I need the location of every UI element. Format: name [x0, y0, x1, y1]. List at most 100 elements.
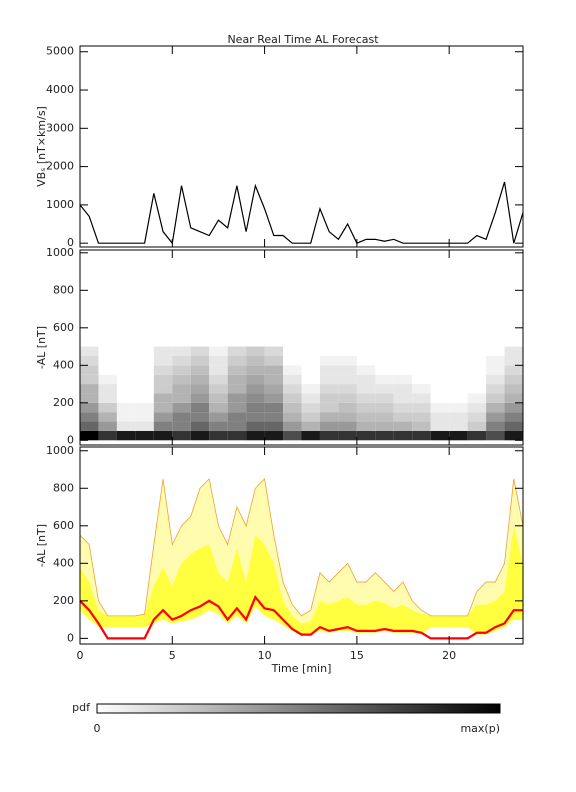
heat-cell	[209, 355, 228, 366]
heat-cell	[80, 393, 99, 403]
heat-cell	[375, 355, 394, 366]
heat-cell	[338, 402, 357, 413]
heat-cell	[246, 402, 265, 413]
heat-cell	[467, 365, 487, 375]
heat-cell	[319, 365, 339, 375]
heat-cell	[356, 374, 376, 385]
heat-cell	[486, 393, 505, 403]
heat-cell	[98, 412, 117, 422]
y-tick-label: 600	[53, 519, 74, 532]
heat-cell	[356, 355, 376, 366]
heat-cell	[283, 430, 302, 441]
y-tick-label: 3000	[46, 121, 74, 134]
heat-cell	[283, 421, 302, 431]
y-axis-label: -AL [nT]	[35, 326, 48, 369]
heat-cell	[153, 384, 173, 394]
heat-cell	[412, 430, 431, 441]
heat-cell	[356, 346, 376, 356]
heat-cell	[172, 374, 191, 385]
heat-cell	[338, 374, 357, 385]
heat-cell	[301, 374, 320, 385]
heat-cell	[430, 355, 450, 366]
heat-cell	[449, 393, 468, 403]
heat-cell	[430, 374, 450, 385]
heat-cell	[227, 365, 247, 375]
heat-cell	[486, 355, 505, 366]
heat-cell	[301, 421, 320, 431]
heat-cell	[467, 430, 487, 441]
y-tick-label: 400	[53, 358, 74, 371]
heat-cell	[412, 393, 431, 403]
heat-cell	[430, 430, 450, 441]
heat-cell	[504, 355, 523, 366]
heat-cell	[153, 365, 173, 375]
x-tick-label: 0	[77, 649, 84, 662]
y-tick-label: 400	[53, 556, 74, 569]
chart-title: Near Real Time AL Forecast	[227, 33, 379, 46]
x-tick-label: 15	[350, 649, 364, 662]
heat-cell	[301, 393, 320, 403]
heat-cell	[504, 365, 523, 375]
heat-cell	[172, 430, 191, 441]
heat-cell	[98, 393, 117, 403]
heat-cell	[393, 355, 413, 366]
heat-cell	[375, 412, 394, 422]
heat-cell	[172, 421, 191, 431]
heat-cell	[209, 365, 228, 375]
colorbar-label: pdf	[72, 701, 91, 714]
heat-cell	[116, 346, 136, 356]
heat-cell	[135, 402, 154, 413]
heat-cell	[283, 355, 302, 366]
x-tick-label: 20	[442, 649, 456, 662]
heat-cell	[467, 346, 487, 356]
heat-cell	[301, 430, 320, 441]
heat-cell	[375, 346, 394, 356]
heat-cell	[467, 402, 487, 413]
heat-cell	[467, 421, 487, 431]
heat-cell	[80, 384, 99, 394]
heat-cell	[209, 430, 228, 441]
heat-cell	[375, 402, 394, 413]
heat-cell	[356, 412, 376, 422]
heat-cell	[504, 402, 523, 413]
heat-cell	[98, 374, 117, 385]
inner-band	[80, 525, 523, 635]
y-tick-label: 0	[67, 433, 74, 446]
heat-cell	[190, 402, 210, 413]
heat-cell	[283, 374, 302, 385]
heat-cell	[135, 365, 154, 375]
heat-cell	[301, 384, 320, 394]
heat-cell	[412, 374, 431, 385]
heat-cell	[172, 384, 191, 394]
heat-cell	[264, 346, 284, 356]
heat-cell	[356, 384, 376, 394]
heat-cell	[393, 402, 413, 413]
heat-cell	[449, 365, 468, 375]
heat-cell	[227, 402, 247, 413]
heat-cell	[338, 355, 357, 366]
heat-cell	[449, 402, 468, 413]
heat-cell	[449, 430, 468, 441]
heat-cell	[116, 430, 136, 441]
heat-cell	[467, 412, 487, 422]
heat-cell	[504, 412, 523, 422]
heat-cell	[430, 421, 450, 431]
heat-cell	[80, 346, 99, 356]
heat-cell	[135, 346, 154, 356]
heat-cell	[319, 430, 339, 441]
y-axis-label: -AL [nT]	[35, 524, 48, 567]
heat-cell	[153, 402, 173, 413]
x-axis-label: Time [min]	[271, 662, 332, 675]
heat-cell	[449, 412, 468, 422]
heat-cell	[190, 374, 210, 385]
heat-cell	[338, 365, 357, 375]
heat-cell	[319, 384, 339, 394]
heat-cell	[153, 421, 173, 431]
heat-cell	[135, 355, 154, 366]
heat-cell	[98, 384, 117, 394]
heat-cell	[98, 365, 117, 375]
heat-cell	[80, 365, 99, 375]
heat-cell	[264, 421, 284, 431]
heat-cell	[467, 374, 487, 385]
max-line	[79, 478, 524, 617]
